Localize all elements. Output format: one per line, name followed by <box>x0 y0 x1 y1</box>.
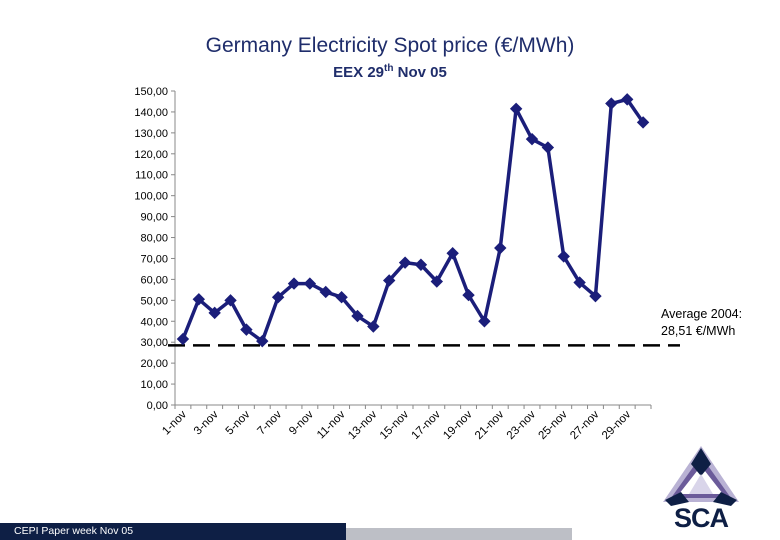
y-tick-label: 110,00 <box>135 170 168 182</box>
x-tick-label: 23-nov <box>505 408 539 442</box>
data-point <box>367 320 380 333</box>
data-point <box>382 274 396 287</box>
data-point <box>620 93 634 106</box>
data-point <box>335 290 348 304</box>
data-point <box>636 116 650 129</box>
data-point <box>605 97 618 110</box>
x-tick-label: 19-nov <box>441 408 475 442</box>
data-point <box>430 275 444 288</box>
y-tick-label: 20,00 <box>140 358 168 370</box>
x-tick-label: 7-nov <box>255 408 284 437</box>
x-tick-label: 1-nov <box>160 408 189 437</box>
footer-bar: CEPI Paper week Nov 05 <box>0 523 346 540</box>
footer-text: CEPI Paper week Nov 05 <box>14 525 134 537</box>
average-note-line1: Average 2004: <box>661 307 743 321</box>
data-point <box>525 132 539 146</box>
data-point <box>398 256 412 269</box>
x-tick-label: 9-nov <box>287 408 316 437</box>
data-point <box>541 141 555 154</box>
x-tick-label: 27-nov <box>568 408 602 442</box>
subtitle-rest: Nov 05 <box>393 64 447 81</box>
data-point <box>224 294 237 307</box>
subtitle-main: EEX 29 <box>333 64 385 81</box>
data-point <box>319 285 332 299</box>
y-tick-label: 100,00 <box>134 191 168 203</box>
footer-divider <box>346 528 572 540</box>
y-tick-label: 10,00 <box>140 379 168 391</box>
x-tick-label: 15-nov <box>378 408 412 442</box>
y-tick-label: 0,00 <box>147 400 168 412</box>
x-tick-label: 5-nov <box>224 408 253 437</box>
data-point <box>256 334 269 348</box>
data-point <box>192 293 206 306</box>
data-point <box>240 323 253 336</box>
subtitle-sup: th <box>384 63 394 74</box>
y-tick-label: 90,00 <box>140 212 168 224</box>
x-tick-label: 13-nov <box>346 408 380 442</box>
data-point <box>176 332 190 346</box>
x-tick-label: 17-nov <box>410 408 444 442</box>
y-tick-label: 70,00 <box>140 253 168 265</box>
series-line <box>181 97 645 343</box>
logo-text: SCA <box>673 503 729 533</box>
x-tick-label: 21-nov <box>473 408 507 442</box>
y-tick-label: 50,00 <box>140 295 168 307</box>
data-point <box>509 102 523 116</box>
y-tick-label: 120,00 <box>134 149 168 161</box>
data-point <box>351 309 364 323</box>
y-tick-label: 130,00 <box>134 128 168 140</box>
y-tick-label: 30,00 <box>140 337 168 349</box>
x-tick-label: 11-nov <box>315 408 348 441</box>
data-point <box>557 250 570 263</box>
data-point <box>573 276 586 289</box>
data-point <box>462 288 475 302</box>
average-note: Average 2004: 28,51 €/MWh <box>661 306 742 340</box>
y-tick-label: 150,00 <box>134 86 168 98</box>
data-point <box>478 315 491 328</box>
y-tick-label: 140,00 <box>134 107 168 119</box>
data-point <box>287 277 301 290</box>
y-tick-label: 80,00 <box>140 233 168 245</box>
data-point <box>494 241 507 255</box>
data-point <box>446 247 459 260</box>
x-tick-label: 3-nov <box>192 408 221 437</box>
x-tick-label: 29-nov <box>600 408 634 442</box>
data-point <box>589 289 602 303</box>
average-note-line2: 28,51 €/MWh <box>661 324 736 338</box>
data-point <box>303 277 317 290</box>
data-point <box>271 290 285 304</box>
chart-title: Germany Electricity Spot price (€/MWh) <box>205 34 575 57</box>
chart-subtitle: EEX 29th Nov 05 <box>0 63 780 81</box>
sca-logo-icon <box>663 446 739 506</box>
y-tick-label: 40,00 <box>140 316 168 328</box>
data-point <box>208 306 221 320</box>
data-point <box>414 258 428 271</box>
x-tick-label: 25-nov <box>536 408 570 442</box>
y-tick-label: 60,00 <box>140 274 168 286</box>
